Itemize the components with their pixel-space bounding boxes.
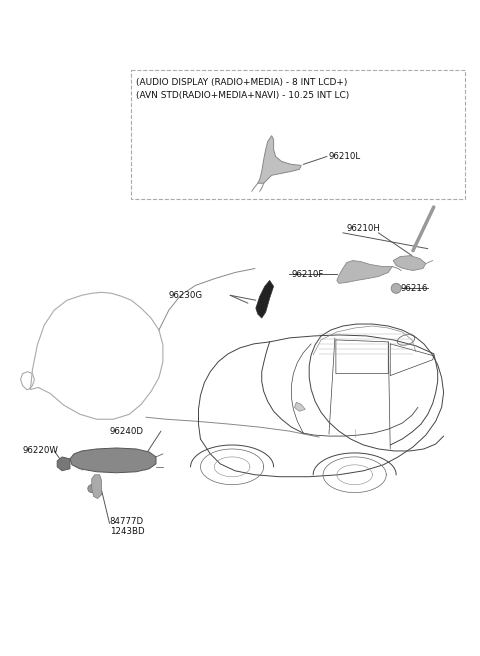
Polygon shape xyxy=(393,256,426,270)
Polygon shape xyxy=(70,448,156,473)
Text: 96216: 96216 xyxy=(400,284,428,293)
Circle shape xyxy=(391,283,401,293)
Text: 96210L: 96210L xyxy=(329,152,361,161)
Text: 96210H: 96210H xyxy=(347,224,381,234)
Text: 96230G: 96230G xyxy=(169,291,203,300)
Text: 84777D
1243BD: 84777D 1243BD xyxy=(109,517,144,536)
Polygon shape xyxy=(337,260,392,283)
Polygon shape xyxy=(92,475,102,499)
Text: 96220W: 96220W xyxy=(23,447,59,455)
Polygon shape xyxy=(57,457,70,471)
Text: 96210F: 96210F xyxy=(291,270,324,279)
Circle shape xyxy=(88,485,96,493)
Polygon shape xyxy=(256,280,274,318)
Polygon shape xyxy=(294,402,305,411)
Polygon shape xyxy=(258,136,301,183)
Bar xyxy=(131,70,466,199)
Text: 96240D: 96240D xyxy=(109,426,144,436)
Text: (AUDIO DISPLAY (RADIO+MEDIA) - 8 INT LCD+)
(AVN STD(RADIO+MEDIA+NAVI) - 10.25 IN: (AUDIO DISPLAY (RADIO+MEDIA) - 8 INT LCD… xyxy=(136,78,349,100)
